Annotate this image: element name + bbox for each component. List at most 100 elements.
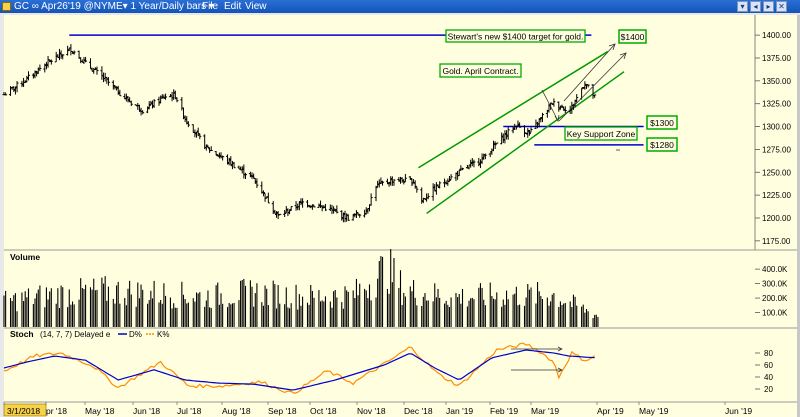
price-bar <box>354 210 358 219</box>
key-support-annotation: Key Support Zone <box>567 129 636 139</box>
x-tick-label: Sep '18 <box>268 406 297 416</box>
price-bar <box>204 144 208 151</box>
forecast-arrows <box>541 43 627 151</box>
stoch-arrows <box>511 346 563 373</box>
x-tick-label: Jan '19 <box>446 406 473 416</box>
stoch-tick-label: 20 <box>764 385 773 394</box>
price-axis: 1400.00 1375.00 1350.00 1325.00 1300.00 1275.… <box>754 15 791 402</box>
price-tick-label: 1350.00 <box>762 77 791 86</box>
price-bar <box>15 81 19 93</box>
close-icon[interactable]: ✕ <box>776 1 787 12</box>
price-bar <box>261 190 265 197</box>
price-bar <box>186 121 190 128</box>
volume-tick-label: 200.0K <box>762 294 788 303</box>
x-tick-label: Apr '19 <box>597 406 624 416</box>
scroll-left-button[interactable]: ◂ <box>750 1 761 12</box>
stoch-axis: 80 60 40 20 <box>755 349 773 394</box>
price-bar <box>392 179 396 186</box>
price-bar <box>301 198 305 208</box>
price-bar <box>283 209 287 217</box>
price-bar <box>278 213 282 216</box>
price-bar <box>514 125 518 130</box>
price-bar <box>438 181 442 189</box>
scroll-right-button[interactable]: ▸ <box>763 1 774 12</box>
volume-bars <box>3 249 599 327</box>
k-legend: K% <box>157 330 169 339</box>
price-bar <box>413 180 417 189</box>
x-tick-label: Dec '18 <box>404 406 433 416</box>
price-bar <box>461 167 465 171</box>
x-tick-label: Nov '18 <box>357 406 386 416</box>
stoch-title: Stoch <box>10 329 34 339</box>
price-bar <box>495 142 499 145</box>
price-bar <box>483 153 487 160</box>
x-tick-label: Mar '19 <box>531 406 559 416</box>
price-bars <box>2 44 597 223</box>
price-bar <box>38 64 42 72</box>
stoch-params: (14, 7, 7) Delayed e <box>40 330 111 339</box>
menu-edit[interactable]: Edit <box>224 1 242 12</box>
menu-view[interactable]: View <box>245 1 267 12</box>
window-title[interactable]: GC ∞ Apr26'19 @NYME▾ 1 Year/Daily bars ▾ <box>14 1 214 12</box>
price-bar <box>369 193 373 206</box>
price-bar <box>563 106 567 113</box>
price-bar <box>221 155 225 161</box>
label-1400: $1400 <box>621 32 645 42</box>
channel_upper-line <box>418 50 609 169</box>
price-panel: 1400.00 1375.00 1350.00 1325.00 1300.00 1275.… <box>2 15 797 402</box>
price-bar <box>346 214 350 221</box>
stoch-panel: Stoch (14, 7, 7) Delayed e D% K% 80 60 40 2… <box>3 327 797 402</box>
price-bar <box>415 186 419 193</box>
target-annotation: Stewart's new $1400 target for gold. <box>448 32 584 42</box>
price-bar <box>558 105 562 110</box>
price-bar <box>593 94 597 98</box>
x-tick-label: Jul '18 <box>177 406 202 416</box>
x-tick-label: Jun '19 <box>725 406 752 416</box>
d-legend: D% <box>129 330 142 339</box>
price-bar <box>447 176 451 182</box>
price-bar <box>529 127 533 133</box>
label-1300: $1300 <box>650 118 674 128</box>
price-bar <box>575 94 579 103</box>
price-bar <box>61 54 65 60</box>
volume-panel: Volume 400.0K 300.0K 200.0K 100.0K <box>3 249 797 328</box>
price-bar <box>410 177 414 187</box>
k-series-line <box>3 342 596 394</box>
price-bar <box>118 89 122 97</box>
dropdown-button[interactable]: ▾ <box>737 1 748 12</box>
x-tick-label: May '18 <box>85 406 115 416</box>
price-bar <box>95 66 99 75</box>
x-tick-label: 3/1/2018 <box>7 406 40 416</box>
price-bar <box>358 213 362 218</box>
volume-axis: 400.0K 300.0K 200.0K 100.0K <box>755 265 788 318</box>
stoch-tick-label: 60 <box>764 361 773 370</box>
x-tick-label: May '19 <box>639 406 669 416</box>
price-bar <box>402 178 406 185</box>
price-bar <box>310 204 314 210</box>
price-bar <box>243 172 247 179</box>
price-tick-label: 1275.00 <box>762 145 791 154</box>
volume-tick-label: 300.0K <box>762 280 788 289</box>
menu-file[interactable]: File <box>202 1 219 12</box>
price-bar <box>129 100 133 107</box>
price-bar <box>164 93 168 100</box>
vertical-scrollbar[interactable] <box>797 15 800 417</box>
price-bar <box>84 56 88 63</box>
price-bar <box>266 192 270 204</box>
price-bar <box>518 122 522 128</box>
price-tick-label: 1300.00 <box>762 123 791 132</box>
price-bar <box>323 204 327 211</box>
price-tick-label: 1400.00 <box>762 31 791 40</box>
stoch-tick-label: 40 <box>764 373 773 382</box>
price-bar <box>506 126 510 140</box>
volume-tick-label: 100.0K <box>762 309 788 318</box>
volume-title: Volume <box>10 252 40 262</box>
price-bar <box>552 98 556 107</box>
price-bar <box>374 185 378 202</box>
price-bar <box>335 205 339 214</box>
x-tick-label: Oct '18 <box>310 406 337 416</box>
volume-tick-label: 400.0K <box>762 265 788 274</box>
price-bar <box>72 50 76 55</box>
price-bar <box>586 84 590 88</box>
price-bar <box>381 180 385 186</box>
